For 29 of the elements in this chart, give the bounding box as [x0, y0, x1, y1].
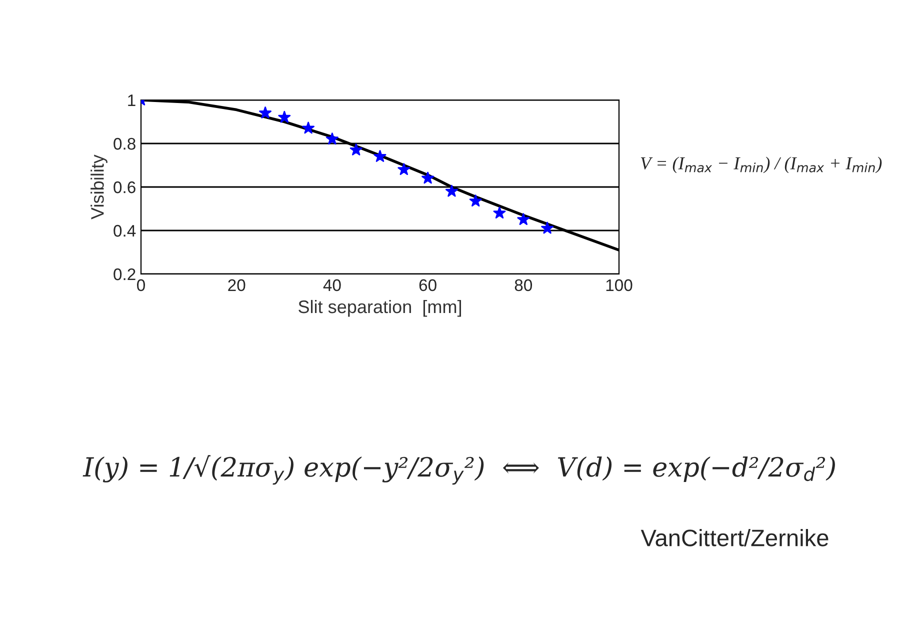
point	[469, 194, 482, 207]
point	[493, 206, 506, 218]
point	[374, 150, 386, 162]
point	[326, 132, 338, 145]
point	[302, 122, 315, 134]
x-tick-label: 40	[323, 279, 341, 292]
point	[517, 213, 530, 226]
text: V = (I$_{max}$ − I$_{min}$) / (I$_{max}$ + I$_{min}$)	[640, 156, 882, 174]
text: I(y) = 1/√(2πσ$_{y}$) exp(−y²/2σ$_{y}$²) ⟺ V(d) = exp(−d²/2σ$_{d}$²)	[82, 455, 835, 485]
y-tick-label: 0.2	[114, 268, 136, 280]
x-axis-title: Slit separation [mm]	[298, 300, 461, 317]
point	[259, 106, 272, 118]
y-tick-label: 0.8	[114, 138, 136, 150]
y-tick-label: 0.6	[114, 181, 136, 194]
point	[398, 163, 410, 175]
point	[422, 172, 434, 184]
x-tick-label: 100	[606, 279, 632, 292]
y-tick-label: 1	[128, 94, 136, 106]
x-tick-label: 20	[228, 279, 246, 292]
y-tick-label: 0.4	[114, 224, 136, 237]
x-tick-label: 60	[419, 279, 436, 292]
point	[278, 110, 291, 123]
point	[445, 184, 458, 197]
x-tick-label: 80	[514, 279, 532, 292]
point	[350, 144, 362, 156]
point	[541, 222, 554, 234]
y-axis-title: Visibility	[90, 154, 108, 220]
text: VanCittert/Zernike	[640, 528, 828, 546]
x-tick-label: 0	[137, 279, 145, 292]
